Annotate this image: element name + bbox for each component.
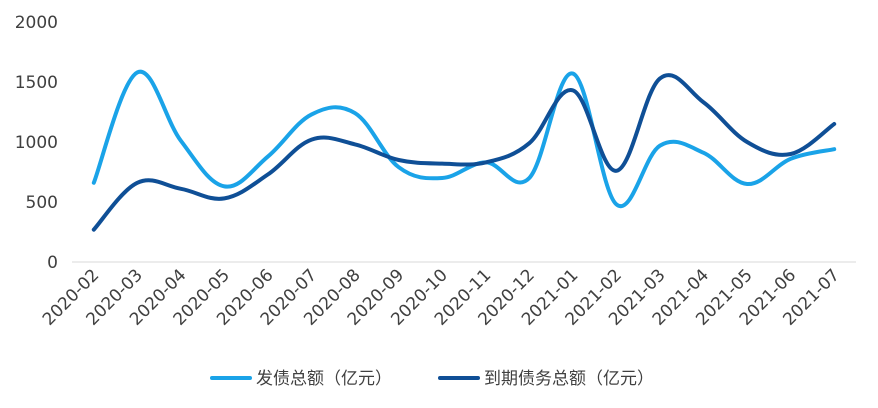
legend-label: 到期债务总额（亿元） bbox=[484, 369, 654, 389]
y-tick-label: 2000 bbox=[15, 13, 58, 33]
y-tick-label: 1000 bbox=[15, 133, 58, 153]
series-line-2 bbox=[91, 73, 837, 232]
legend: 发债总额（亿元） 到期债务总额（亿元） bbox=[210, 369, 654, 389]
x-axis: 2020-022020-032020-042020-052020-062020-… bbox=[39, 265, 844, 329]
series-line-1 bbox=[91, 69, 837, 209]
y-tick-label: 500 bbox=[26, 193, 58, 213]
series-layer bbox=[91, 69, 837, 232]
legend-label: 发债总额（亿元） bbox=[256, 369, 392, 389]
y-axis: 0 500 1000 1500 2000 bbox=[15, 13, 58, 273]
y-tick-label: 0 bbox=[47, 253, 58, 273]
y-tick-label: 1500 bbox=[15, 73, 58, 93]
